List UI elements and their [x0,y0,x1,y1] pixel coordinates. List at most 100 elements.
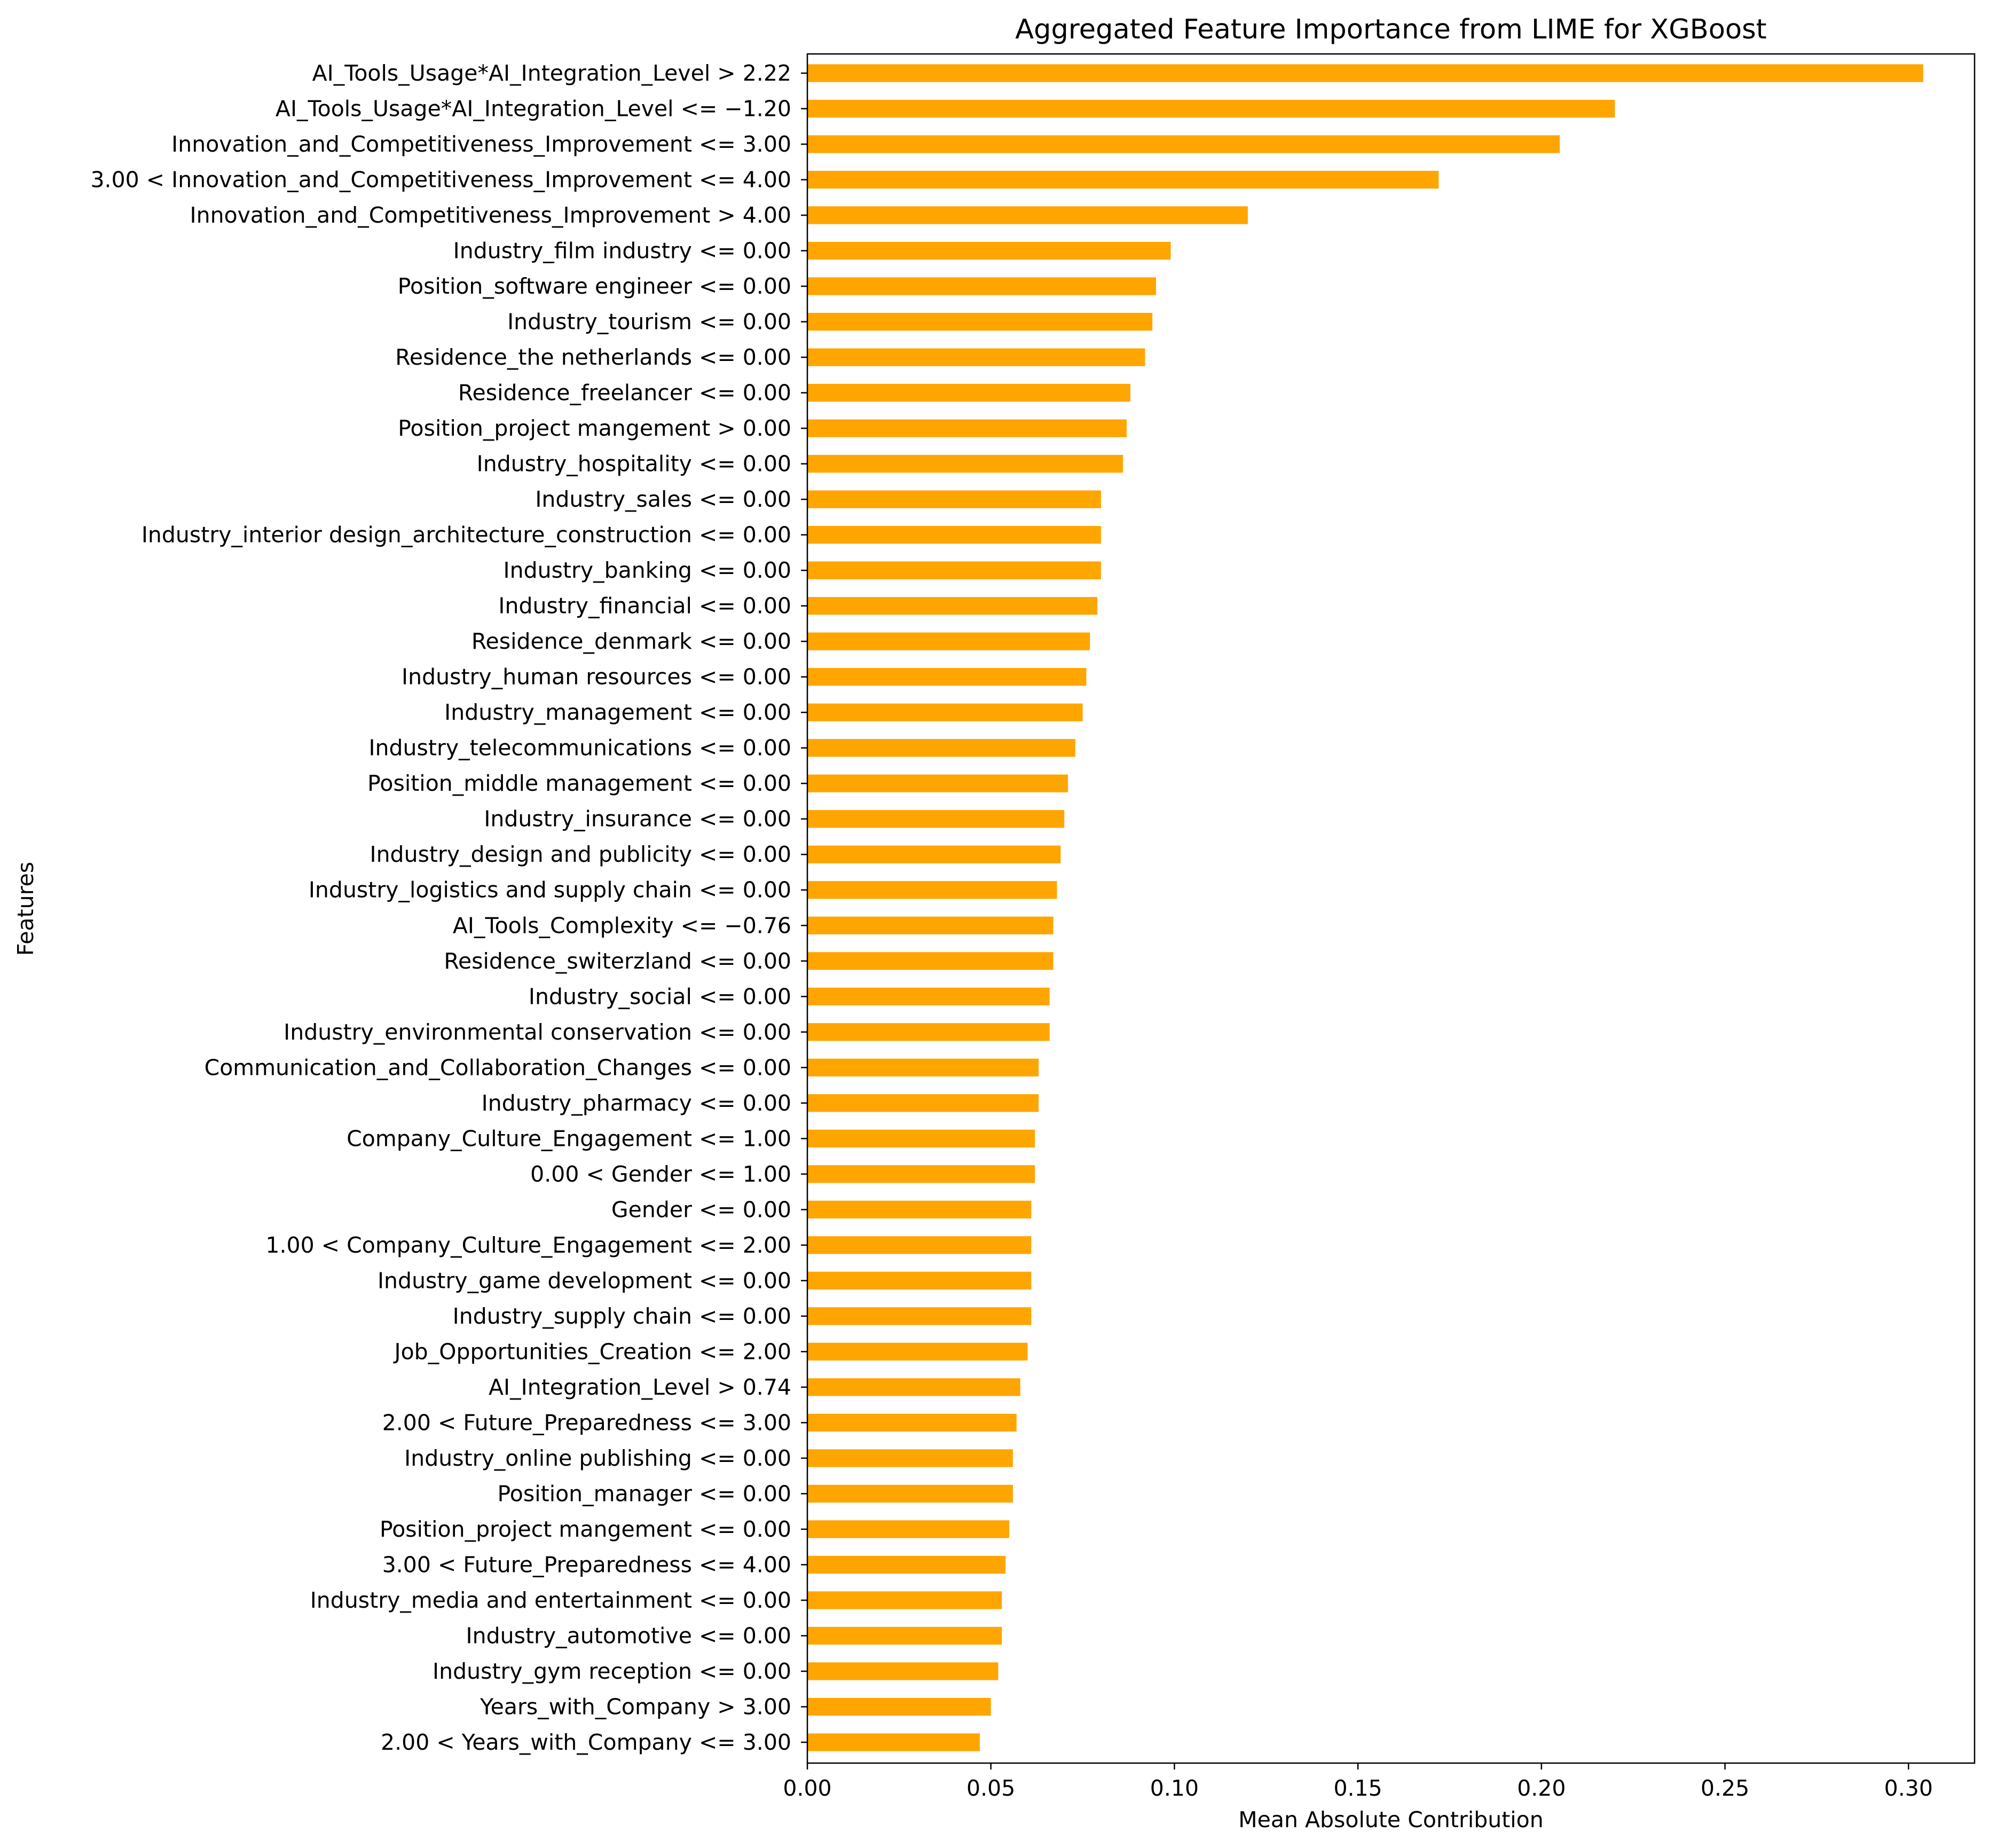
bar [807,1449,1013,1467]
bar [807,383,1130,402]
y-tick-label: Industry_online publishing <= 0.00 [404,1445,791,1471]
bar [807,170,1439,189]
bar [807,1200,1032,1218]
bar [807,597,1098,615]
y-tick-label: 2.00 < Future_Preparedness <= 3.00 [382,1410,791,1435]
x-tick-label: 0.30 [1884,1775,1933,1801]
bar [807,206,1248,224]
bar [807,526,1101,544]
y-tick-label: Years_with_Company > 3.00 [479,1694,791,1719]
bar [807,1023,1050,1041]
bar [807,1094,1039,1112]
y-tick-label: Residence_denmark <= 0.00 [471,628,791,654]
bar [807,987,1050,1005]
chart-title: Aggregated Feature Importance from LIME … [1015,14,1766,45]
x-tick-label: 0.05 [966,1775,1015,1801]
bar [807,952,1053,970]
y-axis-ticks: AI_Tools_Usage*AI_Integration_Level > 2.… [90,60,807,1755]
bar [807,739,1075,757]
bar [807,1520,1010,1538]
bar [807,277,1157,295]
x-axis-label: Mean Absolute Contribution [1238,1807,1544,1833]
bar [807,135,1560,153]
y-tick-label: Industry_sales <= 0.00 [535,486,791,512]
bar [807,1413,1017,1432]
y-tick-label: AI_Tools_Usage*AI_Integration_Level <= −… [276,96,791,122]
bar [807,1733,980,1751]
bar [807,916,1053,934]
bars-layer [807,64,1923,1751]
y-tick-label: 0.00 < Gender <= 1.00 [530,1161,791,1187]
bar [807,845,1061,863]
y-tick-label: Industry_pharmacy <= 0.00 [482,1090,791,1116]
bar [807,1378,1020,1396]
bar [807,1662,998,1680]
y-tick-label: Industry_automotive <= 0.00 [466,1623,791,1648]
bar [807,703,1083,721]
y-tick-label: 3.00 < Future_Preparedness <= 4.00 [382,1552,791,1577]
y-tick-label: Residence_switerzland <= 0.00 [444,948,791,974]
y-tick-label: Job_Opportunities_Creation <= 2.00 [393,1339,792,1364]
bar [807,490,1101,508]
bar [807,774,1068,792]
bar [807,1165,1035,1183]
y-tick-label: AI_Tools_Usage*AI_Integration_Level > 2.… [312,60,791,86]
bar [807,1236,1032,1254]
bar [807,241,1171,260]
y-tick-label: Innovation_and_Competitiveness_Improveme… [171,131,791,157]
bar [807,1129,1035,1147]
y-tick-label: Company_Culture_Engagement <= 1.00 [347,1126,791,1151]
bar [807,1591,1002,1609]
bar [807,64,1923,82]
y-tick-label: Residence_the netherlands <= 0.00 [395,344,791,370]
y-tick-label: Position_middle management <= 0.00 [367,770,791,796]
y-tick-label: Industry_social <= 0.00 [529,984,791,1009]
y-tick-label: Industry_interior design_architecture_co… [141,522,791,548]
bar [807,881,1057,899]
y-tick-label: Gender <= 0.00 [611,1197,791,1222]
y-tick-label: Industry_hospitality <= 0.00 [477,451,791,477]
y-tick-label: 2.00 < Years_with_Company <= 3.00 [381,1729,791,1755]
y-tick-label: Industry_film industry <= 0.00 [453,238,791,264]
bar [807,348,1145,366]
bar [807,1058,1039,1076]
y-tick-label: Industry_design and publicity <= 0.00 [369,842,791,867]
y-tick-label: Industry_insurance <= 0.00 [484,806,791,832]
y-axis-label: Features [13,862,38,956]
y-tick-label: Position_manager <= 0.00 [498,1481,791,1506]
y-tick-label: Industry_banking <= 0.00 [504,557,792,583]
x-tick-label: 0.10 [1150,1775,1199,1801]
x-tick-label: 0.00 [783,1775,831,1801]
y-tick-label: Industry_management <= 0.00 [444,699,791,725]
x-tick-label: 0.20 [1517,1775,1566,1801]
y-tick-label: Industry_human resources <= 0.00 [402,664,791,690]
y-tick-label: Industry_game development <= 0.00 [378,1268,791,1293]
bar [807,632,1090,650]
y-tick-label: Position_project mangement > 0.00 [398,415,791,441]
y-tick-label: 3.00 < Innovation_and_Competitiveness_Im… [90,167,791,193]
y-tick-label: AI_Tools_Complexity <= −0.76 [453,913,791,938]
y-tick-label: Communication_and_Collaboration_Changes … [205,1055,791,1080]
y-tick-label: AI_Integration_Level > 0.74 [489,1374,791,1400]
bar [807,810,1065,828]
bar [807,1484,1013,1503]
bar [807,99,1615,118]
y-tick-label: Position_project mangement <= 0.00 [380,1516,791,1542]
y-tick-label: Innovation_and_Competitiveness_Improveme… [190,202,791,228]
bar [807,1555,1006,1574]
x-tick-label: 0.25 [1701,1775,1749,1801]
plot-frame [806,53,1976,1764]
y-tick-label: Industry_supply chain <= 0.00 [453,1303,791,1329]
bar [807,1342,1028,1361]
y-tick-label: Industry_telecommunications <= 0.00 [368,735,791,761]
y-tick-label: Residence_freelancer <= 0.00 [458,380,791,406]
x-axis-ticks: 0.00 0.05 0.10 0.15 0.20 0.25 0.30 [783,1763,1933,1801]
y-tick-label: Position_software engineer <= 0.00 [398,273,791,299]
x-tick-label: 0.15 [1333,1775,1382,1801]
y-tick-label: Industry_logistics and supply chain <= 0… [309,877,791,903]
bar [807,1307,1032,1325]
y-tick-label: 1.00 < Company_Culture_Engagement <= 2.0… [265,1232,791,1258]
bar [807,668,1087,686]
bar [807,419,1127,437]
